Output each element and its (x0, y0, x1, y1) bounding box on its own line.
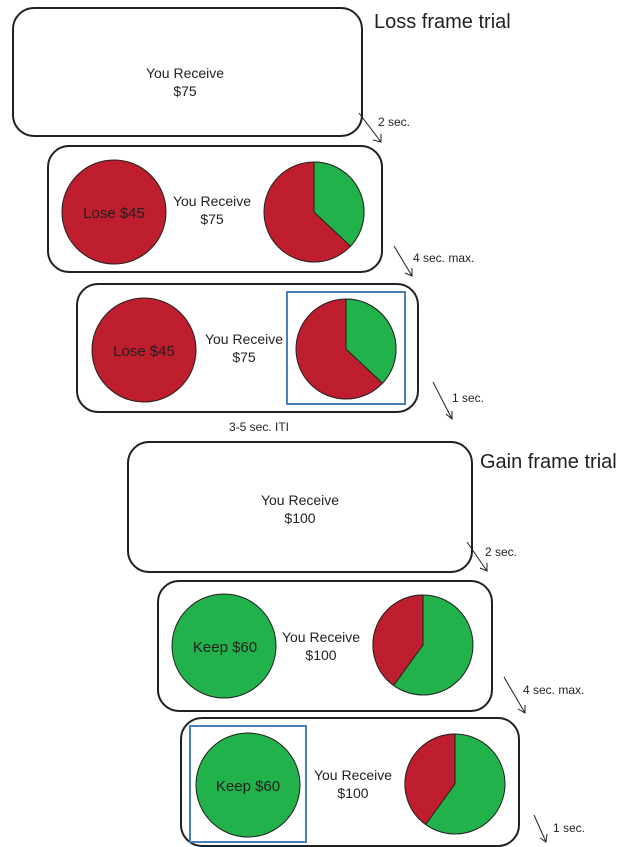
keep-option-circle (171, 593, 277, 699)
receive-amount: $75 (173, 83, 197, 99)
timing-label-4sec-loss: 4 sec. max. (413, 251, 475, 265)
keep-option-label: Keep $60 (192, 639, 258, 656)
gamble-pie-red (404, 733, 456, 826)
receive-label: You Receive (313, 767, 393, 783)
receive-label: You Receive (204, 331, 284, 347)
arrow-1sec-loss (432, 381, 453, 421)
arrow-4sec-gain (503, 676, 526, 714)
receive-amount: $75 (200, 211, 224, 227)
keep-option-circle (195, 732, 301, 838)
receive-text: You Receive $100 (282, 628, 360, 664)
arrow-4sec-loss (393, 245, 413, 277)
gamble-pie-green (313, 161, 365, 247)
timing-label-2sec-loss: 2 sec. (378, 115, 411, 129)
gamble-pie-loss-1 (263, 161, 365, 263)
receive-label: You Receive (145, 65, 225, 81)
receive-text: You Receive $100 (314, 766, 392, 802)
receive-amount: $100 (337, 785, 369, 801)
arrow-2sec-loss (358, 112, 382, 143)
iti-label: 3-5 sec. ITI (229, 420, 290, 434)
receive-amount: $75 (232, 349, 256, 365)
timing-label-4sec-gain: 4 sec. max. (523, 683, 585, 697)
selection-box-keep (189, 725, 307, 843)
receive-label: You Receive (281, 629, 361, 645)
gain-frame-heading: Gain frame trial (480, 451, 617, 473)
lose-option-circle (61, 159, 167, 265)
lose-option-label: Lose $45 (113, 343, 175, 360)
timing-label-1sec-gain: 1 sec. (553, 821, 586, 835)
receive-amount: $100 (284, 510, 316, 526)
receive-text: You Receive $75 (146, 64, 224, 100)
gamble-pie-gain-1 (372, 594, 474, 696)
gamble-pie-loss-2 (295, 298, 397, 400)
lose-option-label: Lose $45 (83, 205, 145, 222)
selection-box-gamble (286, 291, 406, 405)
receive-amount: $100 (305, 647, 337, 663)
receive-label: You Receive (260, 492, 340, 508)
receive-text: You Receive $75 (173, 192, 251, 228)
arrow-1sec-gain (533, 814, 548, 843)
lose-option-circle (91, 297, 197, 403)
loss-frame-heading: Loss frame trial (374, 11, 511, 33)
arrow-2sec-gain (466, 541, 488, 572)
loss-frame-screen-1 (12, 7, 363, 137)
gamble-pie-red (372, 594, 424, 687)
receive-text: You Receive $100 (261, 491, 339, 527)
receive-label: You Receive (172, 193, 252, 209)
gamble-pie-green (345, 298, 397, 384)
timing-label-2sec-gain: 2 sec. (485, 545, 518, 559)
timing-label-1sec-loss: 1 sec. (452, 391, 485, 405)
keep-option-label: Keep $60 (215, 778, 281, 795)
gain-frame-screen-1 (127, 441, 473, 573)
gamble-pie-gain-2 (404, 733, 506, 835)
receive-text: You Receive $75 (205, 330, 283, 366)
